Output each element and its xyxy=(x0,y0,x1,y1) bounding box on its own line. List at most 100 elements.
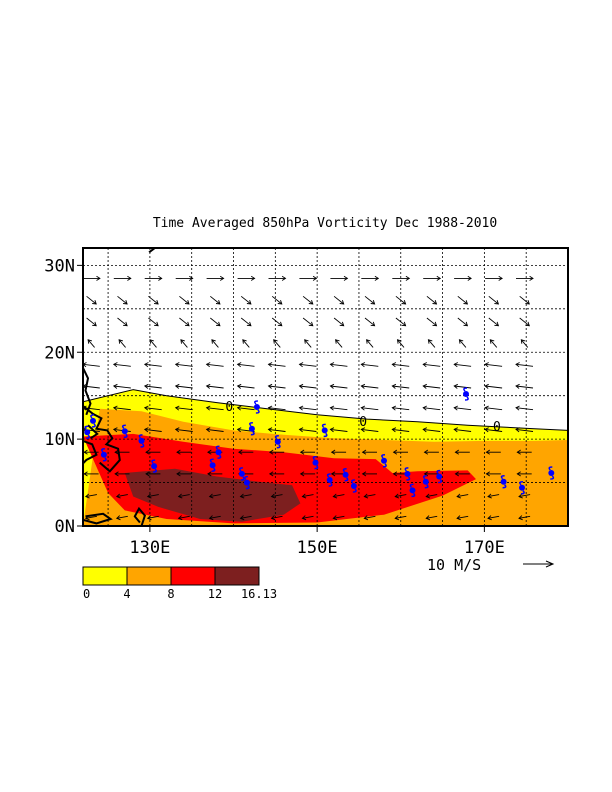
colorbar-tick-label: 12 xyxy=(208,587,222,601)
wind-vector-arrowhead xyxy=(123,300,128,305)
wind-vector-arrowhead xyxy=(298,405,304,411)
wind-vector xyxy=(83,407,100,411)
storm-symbol-icon xyxy=(321,423,328,438)
storm-symbol-icon xyxy=(243,475,250,490)
wind-vector-arrowhead xyxy=(343,275,349,281)
colorbar-tick-label: 0 xyxy=(83,587,90,601)
wind-vector xyxy=(423,407,441,411)
wind-vector-arrowhead xyxy=(112,405,118,411)
lat-label: 0N xyxy=(55,517,75,537)
zero-contour xyxy=(83,389,568,431)
wind-vector-arrowhead xyxy=(529,275,534,281)
wind-vector-arrowhead xyxy=(360,405,366,411)
wind-vector xyxy=(240,494,252,498)
grid-lines xyxy=(83,248,568,526)
wind-vector xyxy=(302,515,314,519)
wind-vector-arrowhead xyxy=(487,493,492,499)
wind-vector-arrowhead xyxy=(370,300,376,305)
wind-vector xyxy=(85,494,97,498)
wind-vector-arrowhead xyxy=(174,362,180,368)
wind-vector-arrowhead xyxy=(485,449,491,455)
wind-vector-arrowhead xyxy=(329,427,335,433)
wind-vector-arrowhead xyxy=(515,383,520,389)
wind-vector-arrowhead xyxy=(515,405,520,411)
storm-symbol-icon xyxy=(84,425,91,439)
lon-label: 150E xyxy=(297,538,338,558)
wind-vector xyxy=(426,494,438,498)
wind-vector-arrowhead xyxy=(154,321,159,327)
latitude-labels: 0N 10N 20N 30N xyxy=(44,256,83,537)
wind-vector xyxy=(268,428,286,432)
coastline-segment xyxy=(133,506,147,526)
storm-symbol-icon xyxy=(350,479,357,493)
vector-scale-label: 10 M/S xyxy=(427,556,481,574)
wind-vector xyxy=(454,363,472,367)
wind-vector xyxy=(333,515,345,519)
wind-vector xyxy=(147,515,159,519)
wind-vector xyxy=(423,385,441,389)
wind-vector-arrowhead xyxy=(250,275,256,281)
wind-vector-arrowhead xyxy=(273,339,278,344)
wind-vector xyxy=(240,515,252,519)
storm-symbol-icon xyxy=(422,474,429,489)
longitude-labels: 130E 150E 170E xyxy=(129,526,505,558)
wind-vector-arrowhead xyxy=(456,515,461,521)
wind-vector-arrowhead xyxy=(267,383,273,389)
wind-vector xyxy=(179,295,190,305)
storm-symbol-icon xyxy=(253,400,260,414)
wind-vector xyxy=(395,295,406,305)
storm-symbol-icon xyxy=(238,467,245,481)
wind-vector xyxy=(206,385,224,389)
wind-vector-arrowhead xyxy=(453,383,458,389)
wind-vector xyxy=(116,494,128,498)
wind-vector-arrowhead xyxy=(270,515,276,521)
wind-vector-arrowhead xyxy=(518,515,523,521)
wind-vector-arrowhead xyxy=(146,515,152,521)
colorbar-swatch xyxy=(82,566,128,586)
wind-vector xyxy=(179,317,190,327)
storm-symbol-icon xyxy=(404,467,411,481)
wind-vector xyxy=(144,428,162,432)
wind-vector xyxy=(268,385,286,389)
wind-vector xyxy=(330,363,348,367)
wind-vector-arrowhead xyxy=(361,449,367,455)
wind-vector xyxy=(87,339,95,348)
wind-vector xyxy=(392,407,410,411)
wind-vector-arrowhead xyxy=(361,471,367,477)
wind-vector-arrowhead xyxy=(484,405,489,411)
wind-vector xyxy=(333,317,344,327)
wind-vector xyxy=(148,295,159,305)
lat-label: 10N xyxy=(44,430,75,450)
wind-vector-arrowhead xyxy=(360,383,366,389)
wind-vector-arrowhead xyxy=(143,362,149,368)
wind-vector-arrowhead xyxy=(298,362,304,368)
wind-vector xyxy=(361,385,379,389)
wind-vector-arrowhead xyxy=(184,321,190,327)
storm-symbol-icon xyxy=(312,455,319,470)
wind-vector-arrowhead xyxy=(281,275,287,281)
wind-vector xyxy=(148,317,159,327)
wind-vector xyxy=(206,428,224,432)
wind-vector xyxy=(271,515,283,519)
vector-scale-arrowhead-icon xyxy=(545,560,555,568)
wind-vector-arrowhead xyxy=(270,493,276,499)
storm-symbol-icon xyxy=(215,445,222,459)
wind-vector-arrowhead xyxy=(112,427,118,433)
storm-symbol-icon xyxy=(409,483,416,498)
wind-vector xyxy=(117,317,128,327)
wind-vector-arrowhead xyxy=(463,321,469,327)
wind-vector xyxy=(271,317,283,327)
wind-vector-arrowhead xyxy=(432,300,438,305)
wind-vector-arrowhead xyxy=(176,471,181,477)
wind-vector-arrowhead xyxy=(112,383,118,389)
lat-label: 20N xyxy=(44,343,75,363)
colorbar-swatch xyxy=(214,566,260,586)
coastline-segment xyxy=(83,512,113,525)
wind-vector xyxy=(175,428,193,432)
wind-vector xyxy=(397,339,405,348)
map-plot-area xyxy=(83,248,568,526)
wind-vector-arrowhead xyxy=(84,493,90,499)
wind-vector xyxy=(118,339,126,348)
storm-symbol-icon xyxy=(100,448,107,462)
